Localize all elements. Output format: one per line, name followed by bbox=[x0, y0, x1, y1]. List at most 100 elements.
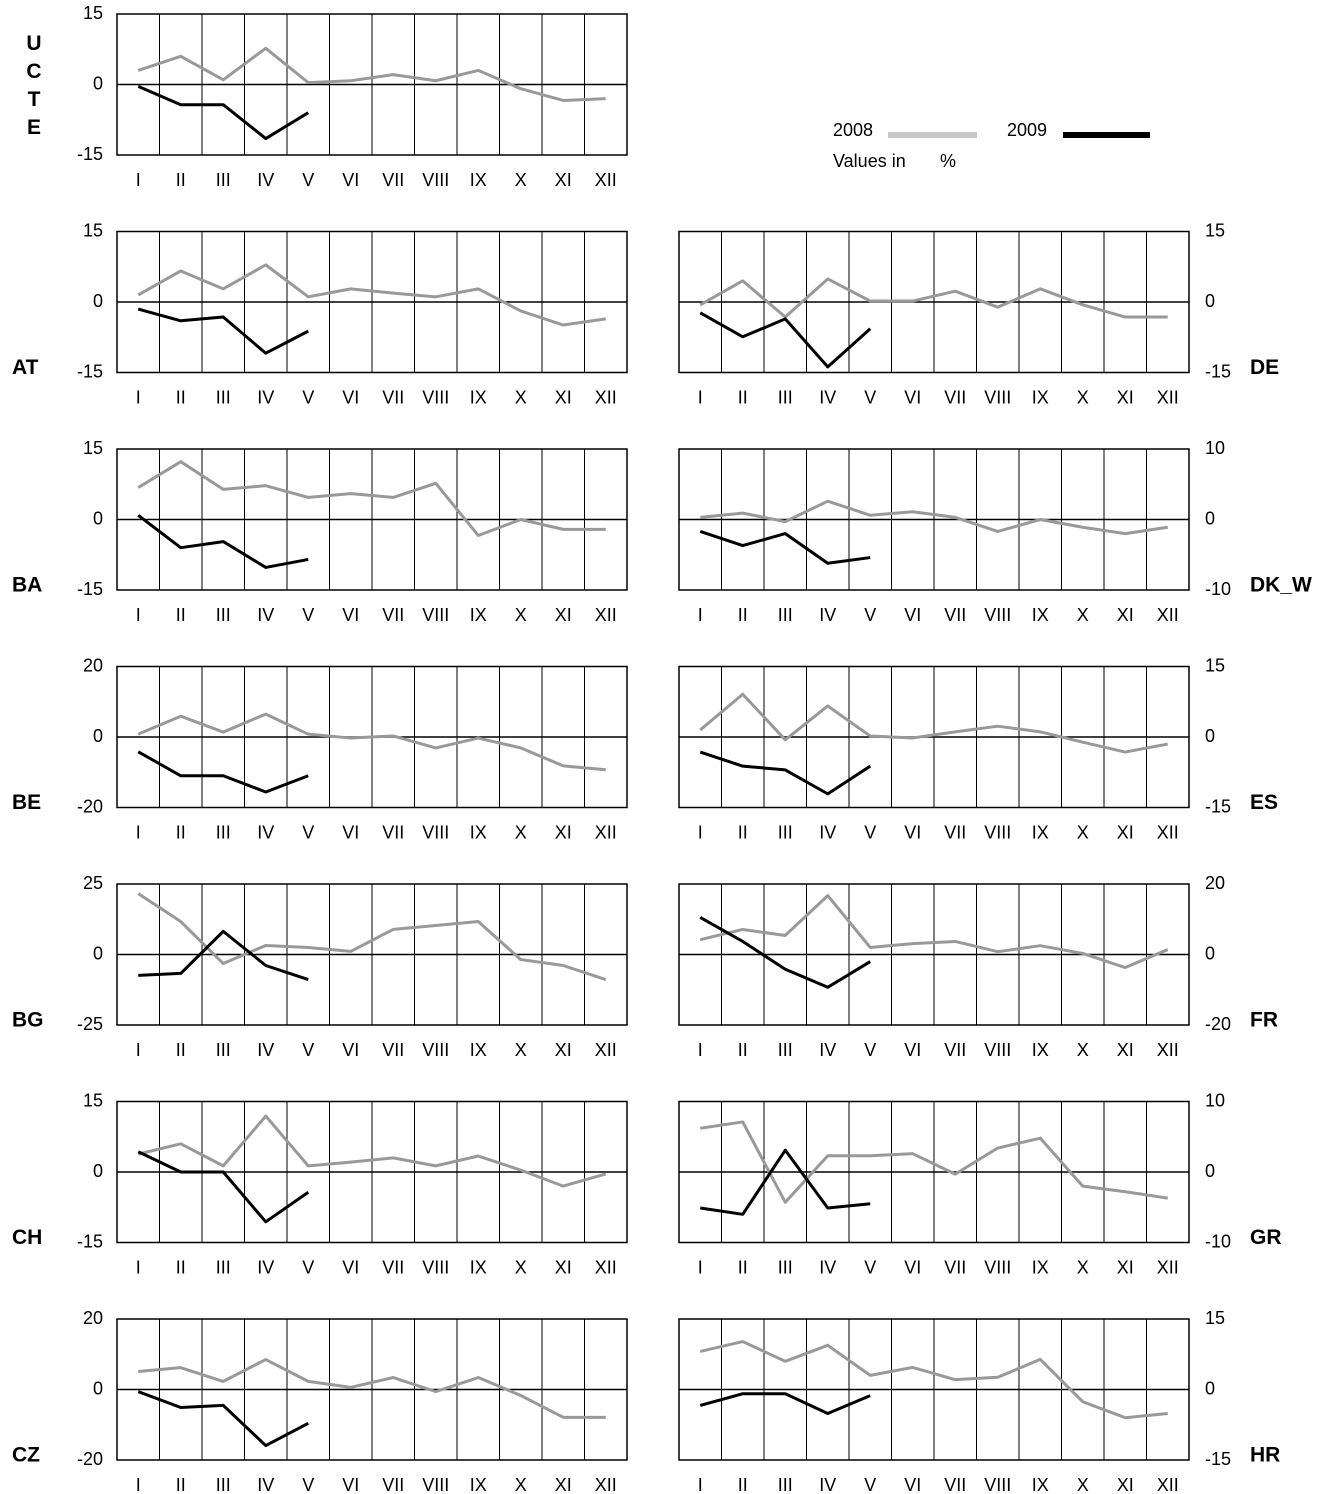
x-tick-label: III bbox=[216, 387, 231, 407]
y-tick-label: -20 bbox=[77, 1449, 103, 1469]
x-tick-label: XI bbox=[1117, 822, 1134, 842]
plot-frame bbox=[116, 1318, 628, 1461]
x-tick-label: XI bbox=[555, 1475, 572, 1494]
y-tick-label: 0 bbox=[1205, 726, 1215, 746]
x-tick-label: VI bbox=[904, 387, 921, 407]
x-tick-label: IX bbox=[1032, 1257, 1049, 1277]
chart-title: CH bbox=[12, 1226, 42, 1249]
x-tick-label: VI bbox=[342, 170, 359, 190]
y-tick-label: 20 bbox=[1205, 873, 1225, 893]
x-tick-label: IX bbox=[1032, 1475, 1049, 1494]
x-tick-label: IV bbox=[257, 605, 274, 625]
series-line bbox=[699, 692, 1169, 754]
x-tick-label: IV bbox=[257, 387, 274, 407]
x-tick-label: V bbox=[864, 822, 876, 842]
x-tick-label: III bbox=[216, 170, 231, 190]
x-tick-label: III bbox=[778, 1257, 793, 1277]
x-tick-label: IX bbox=[470, 1475, 487, 1494]
x-tick-label: IV bbox=[819, 387, 836, 407]
x-tick-label: XI bbox=[555, 387, 572, 407]
series-line bbox=[699, 1392, 871, 1415]
y-tick-label: -15 bbox=[77, 579, 103, 599]
x-tick-label: III bbox=[778, 1040, 793, 1060]
chart-title: BE bbox=[12, 791, 41, 814]
y-tick-label: -20 bbox=[1205, 1014, 1231, 1034]
series-line bbox=[137, 46, 606, 102]
x-tick-label: XII bbox=[595, 170, 617, 190]
x-tick-label: XII bbox=[1157, 1257, 1179, 1277]
x-tick-label: I bbox=[136, 170, 141, 190]
x-tick-label: X bbox=[515, 822, 527, 842]
series-line bbox=[137, 460, 606, 537]
x-tick-label: II bbox=[738, 822, 748, 842]
x-tick-label: X bbox=[1077, 605, 1089, 625]
legend-label: 2009 bbox=[1007, 120, 1047, 140]
x-tick-label: X bbox=[515, 387, 527, 407]
x-tick-label: V bbox=[302, 1257, 314, 1277]
x-tick-label: XI bbox=[555, 1040, 572, 1060]
x-tick-label: I bbox=[698, 605, 703, 625]
x-tick-label: VI bbox=[342, 822, 359, 842]
x-tick-label: VIII bbox=[984, 605, 1011, 625]
plot-frame bbox=[678, 1318, 1190, 1461]
y-tick-label: 0 bbox=[1205, 508, 1215, 528]
x-tick-label: VI bbox=[342, 1475, 359, 1494]
x-tick-label: I bbox=[698, 1475, 703, 1494]
series-line bbox=[138, 929, 309, 982]
x-tick-label: IV bbox=[819, 1257, 836, 1277]
x-tick-label: VIII bbox=[422, 822, 449, 842]
x-tick-label: X bbox=[1077, 387, 1089, 407]
series-line bbox=[137, 750, 309, 794]
x-tick-label: I bbox=[136, 1040, 141, 1060]
series-line bbox=[137, 1114, 607, 1188]
y-tick-label: 0 bbox=[93, 508, 103, 528]
chart-title: BA bbox=[12, 574, 42, 597]
x-tick-label: IV bbox=[257, 1475, 274, 1494]
x-tick-label: II bbox=[176, 1475, 186, 1494]
y-tick-label: 15 bbox=[83, 3, 103, 23]
x-tick-label: IV bbox=[819, 1040, 836, 1060]
x-tick-label: VII bbox=[944, 1257, 966, 1277]
x-tick-label: XI bbox=[1117, 1257, 1134, 1277]
x-tick-label: X bbox=[515, 605, 527, 625]
plot-frame bbox=[116, 883, 628, 1026]
x-tick-label: VIII bbox=[422, 170, 449, 190]
plot-frame bbox=[116, 13, 628, 156]
y-tick-label: 20 bbox=[83, 655, 103, 675]
chart-title: BG bbox=[12, 1009, 44, 1032]
x-tick-label: XI bbox=[555, 170, 572, 190]
chart-title: HR bbox=[1250, 1444, 1280, 1467]
x-tick-label: II bbox=[176, 170, 186, 190]
x-tick-label: VII bbox=[382, 1475, 404, 1494]
x-tick-label: IX bbox=[470, 170, 487, 190]
x-tick-label: VIII bbox=[984, 1475, 1011, 1494]
x-tick-label: II bbox=[176, 387, 186, 407]
y-tick-label: 15 bbox=[83, 438, 103, 458]
x-tick-label: VII bbox=[382, 170, 404, 190]
x-tick-label: II bbox=[738, 1257, 748, 1277]
x-tick-label: VI bbox=[342, 1040, 359, 1060]
x-tick-label: IV bbox=[819, 605, 836, 625]
series-line bbox=[700, 1120, 1168, 1204]
chart-title: CZ bbox=[12, 1444, 40, 1467]
y-tick-label: 15 bbox=[1205, 655, 1225, 675]
y-tick-label: -25 bbox=[77, 1014, 103, 1034]
x-tick-label: VI bbox=[904, 822, 921, 842]
y-tick-label: -20 bbox=[77, 796, 103, 816]
y-tick-label: 10 bbox=[1205, 1090, 1225, 1110]
x-tick-label: VI bbox=[342, 387, 359, 407]
x-tick-label: V bbox=[302, 387, 314, 407]
x-tick-label: VI bbox=[342, 1257, 359, 1277]
y-tick-label: 15 bbox=[1205, 1308, 1225, 1328]
x-tick-label: XII bbox=[1157, 1040, 1179, 1060]
x-tick-label: X bbox=[1077, 1257, 1089, 1277]
x-tick-label: VII bbox=[382, 1040, 404, 1060]
y-tick-label: -10 bbox=[1205, 579, 1231, 599]
chart-title: ES bbox=[1250, 791, 1278, 814]
chart-title: AT bbox=[12, 356, 39, 379]
x-tick-label: VIII bbox=[984, 1040, 1011, 1060]
x-tick-label: XII bbox=[595, 1475, 617, 1494]
x-tick-label: IX bbox=[470, 387, 487, 407]
series-line bbox=[138, 1358, 606, 1419]
plot-frame bbox=[678, 230, 1190, 374]
